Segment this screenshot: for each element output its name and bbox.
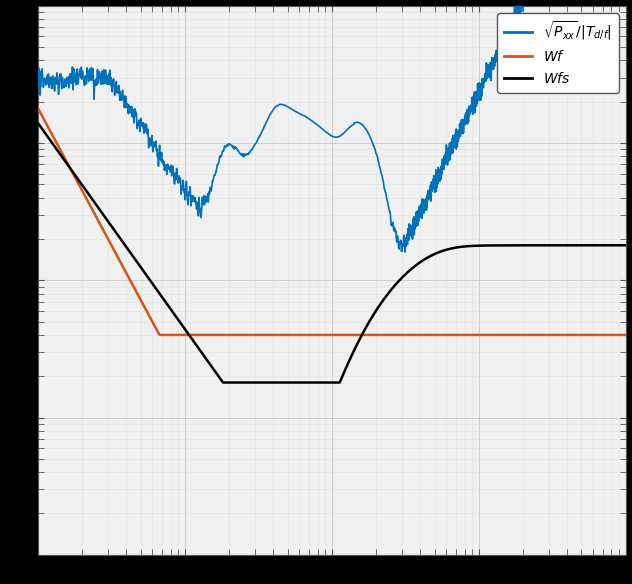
- Wfs: [247, 379, 255, 386]
- Wfs: [622, 242, 629, 249]
- Legend: $\sqrt{P_{xx}}/|T_{d/f}|$, $Wf$, $Wfs$: $\sqrt{P_{xx}}/|T_{d/f}|$, $Wf$, $Wfs$: [497, 13, 619, 93]
- Wfs: [501, 242, 509, 249]
- Wf: [64, 159, 71, 166]
- Wfs: [34, 120, 42, 127]
- Wf: [247, 332, 255, 339]
- $\sqrt{P_{xx}}/|T_{d/f}|$: [247, 147, 255, 154]
- Wfs: [219, 379, 227, 386]
- $\sqrt{P_{xx}}/|T_{d/f}|$: [470, 93, 478, 100]
- Line: Wf: Wf: [38, 108, 626, 335]
- $\sqrt{P_{xx}}/|T_{d/f}|$: [64, 78, 71, 85]
- $\sqrt{P_{xx}}/|T_{d/f}|$: [382, 189, 389, 196]
- Wf: [622, 332, 629, 339]
- $\sqrt{P_{xx}}/|T_{d/f}|$: [408, 233, 415, 240]
- $\sqrt{P_{xx}}/|T_{d/f}|$: [501, 32, 509, 39]
- Wf: [501, 332, 509, 339]
- Wfs: [470, 242, 478, 249]
- $\sqrt{P_{xx}}/|T_{d/f}|$: [401, 248, 409, 255]
- Wf: [408, 332, 415, 339]
- $\sqrt{P_{xx}}/|T_{d/f}|$: [34, 82, 42, 89]
- Line: Wfs: Wfs: [38, 123, 626, 383]
- Wfs: [408, 265, 415, 272]
- Wf: [470, 332, 478, 339]
- Wf: [155, 332, 163, 339]
- Wf: [382, 332, 389, 339]
- Wfs: [64, 161, 71, 168]
- Line: $\sqrt{P_{xx}}/|T_{d/f}|$: $\sqrt{P_{xx}}/|T_{d/f}|$: [38, 0, 626, 252]
- Wfs: [382, 293, 389, 300]
- Wf: [34, 105, 42, 112]
